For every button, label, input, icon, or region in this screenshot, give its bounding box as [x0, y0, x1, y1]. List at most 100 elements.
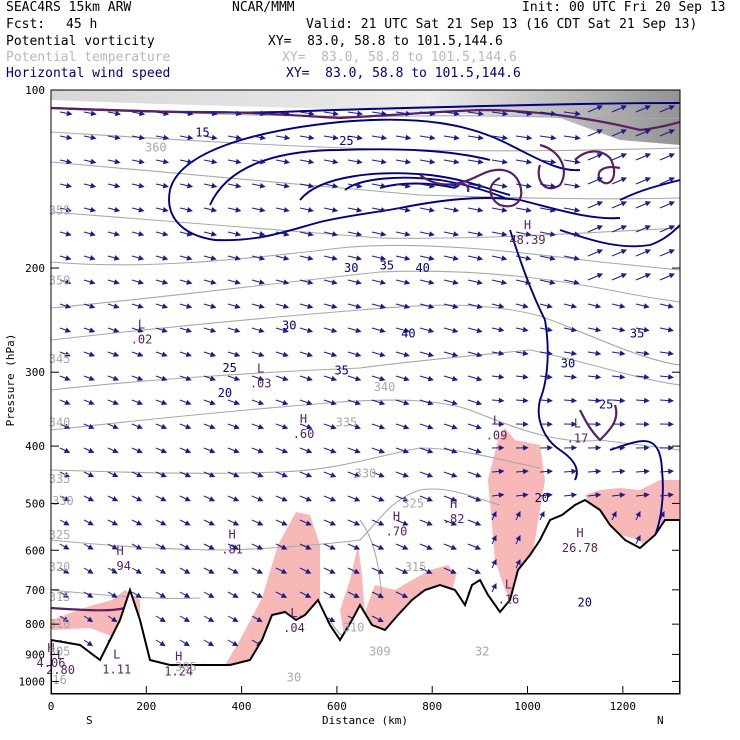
wind-vector-head: [233, 399, 241, 406]
wind-vector-head: [64, 423, 71, 429]
wind-vector-head: [257, 472, 264, 478]
wind-vector-head: [305, 544, 312, 550]
wind-vector-head: [114, 134, 121, 141]
wind-vector-head: [356, 134, 363, 141]
wind-vector-head: [404, 231, 411, 237]
wind-vector-head: [209, 375, 216, 382]
wind-vector-head: [620, 129, 628, 135]
wind-vector-head: [427, 424, 434, 430]
pv-extremum-kind: L: [290, 606, 297, 620]
wind-vector-head: [331, 255, 338, 261]
wind-vector-head: [668, 129, 676, 135]
wind-vector-head: [694, 274, 698, 278]
wind-vector-head: [643, 350, 650, 357]
wind-vector-head: [693, 493, 697, 497]
wind-vector-head: [332, 182, 339, 189]
wind-vector-head: [160, 496, 167, 502]
wind-vector-head: [515, 534, 521, 542]
wind-vector: [684, 471, 697, 472]
wind-vector-head: [87, 568, 94, 574]
wind-vector-head: [596, 201, 604, 207]
theta-label: 335: [49, 472, 71, 486]
wind-vector: [684, 328, 697, 330]
wind-vector-head: [474, 544, 482, 550]
wind-vector-head: [522, 468, 529, 475]
pv-extremum-value: .70: [386, 525, 408, 539]
wind-vector-head: [235, 158, 242, 165]
wind-vector: [684, 512, 688, 520]
wind-vector-head: [284, 110, 291, 117]
wind-vector-head: [357, 110, 364, 117]
wind-vector-head: [356, 158, 363, 165]
wind-vector-head: [694, 106, 698, 110]
wind-vector-head: [184, 448, 192, 454]
wind-vector-head: [186, 303, 193, 309]
wind-vector-head: [668, 105, 676, 111]
wind-vector-head: [353, 520, 361, 526]
wind-vector-head: [87, 472, 95, 478]
wind-vector-head: [65, 206, 72, 213]
wind-vector-head: [428, 279, 435, 285]
wind-vector-head: [259, 255, 266, 261]
wind-vector-head: [185, 327, 193, 333]
pv-extremum-value: .81: [221, 542, 243, 556]
wind-vector-head: [210, 255, 217, 261]
wind-speed-label: 35: [630, 326, 644, 340]
wind-vector-head: [693, 304, 697, 308]
wind-vector-head: [477, 134, 484, 141]
wind-vector-head: [453, 134, 460, 141]
wind-vector-head: [63, 544, 70, 550]
field-wind-name: Horizontal wind speed: [6, 66, 171, 81]
wind-vector-head: [644, 129, 652, 135]
wind-vector-head: [208, 520, 215, 526]
wind-vector-head: [160, 423, 168, 430]
pv-extremum-value: 1.11: [102, 662, 131, 676]
wind-vector-head: [477, 255, 484, 261]
y-tick-label: 1000: [19, 675, 46, 688]
pv-extremum-value: .03: [250, 377, 272, 391]
wind-vector-head: [684, 656, 688, 660]
wind-vector-head: [539, 510, 545, 518]
wind-vector-head: [429, 183, 436, 189]
terrain: [51, 498, 680, 694]
x-tick-label: 600: [327, 700, 347, 713]
wind-vector-head: [89, 303, 96, 309]
wind-vector-head: [547, 397, 553, 404]
wind-vector-head: [89, 231, 96, 237]
wind-vector-head: [308, 182, 315, 189]
pv-extremum-kind: H: [576, 526, 583, 540]
wind-vector: [684, 495, 697, 496]
wind-speed-label: 25: [339, 134, 353, 148]
wind-vector-head: [162, 207, 169, 213]
wind-vector-head: [644, 105, 652, 111]
wind-vector: [684, 352, 697, 354]
wind-vector-head: [112, 423, 119, 430]
wind-vector-head: [549, 231, 556, 237]
wind-vector-head: [379, 375, 386, 382]
wind-vector-head: [88, 327, 96, 333]
wind-vector-head: [571, 468, 578, 475]
theta-label: 325: [49, 528, 71, 542]
wind-vector-head: [428, 255, 435, 261]
wind-vector-head: [404, 207, 411, 213]
wind-vector-head: [498, 492, 505, 498]
wind-vector-head: [163, 134, 170, 141]
wind-vector-head: [186, 231, 193, 237]
wind-vector-head: [112, 375, 120, 381]
wind-vector-head: [571, 492, 578, 498]
wind-vector-head: [353, 568, 360, 574]
theta-label: 335: [336, 416, 358, 430]
wind-vector-head: [90, 182, 97, 189]
wind-vector-head: [305, 520, 312, 526]
wind-vector-head: [571, 350, 578, 356]
wind-vector-head: [208, 616, 215, 623]
x-tick-label: 200: [136, 700, 156, 713]
wind-vector-head: [114, 158, 121, 165]
wind-vector-head: [88, 351, 96, 357]
pv-extremum-value: .16: [498, 593, 520, 607]
wind-vector-head: [549, 255, 556, 261]
wind-vector-head: [259, 134, 267, 141]
wind-vector-head: [693, 351, 697, 355]
wind-vector-head: [111, 592, 118, 598]
wind-vector-head: [498, 374, 505, 380]
